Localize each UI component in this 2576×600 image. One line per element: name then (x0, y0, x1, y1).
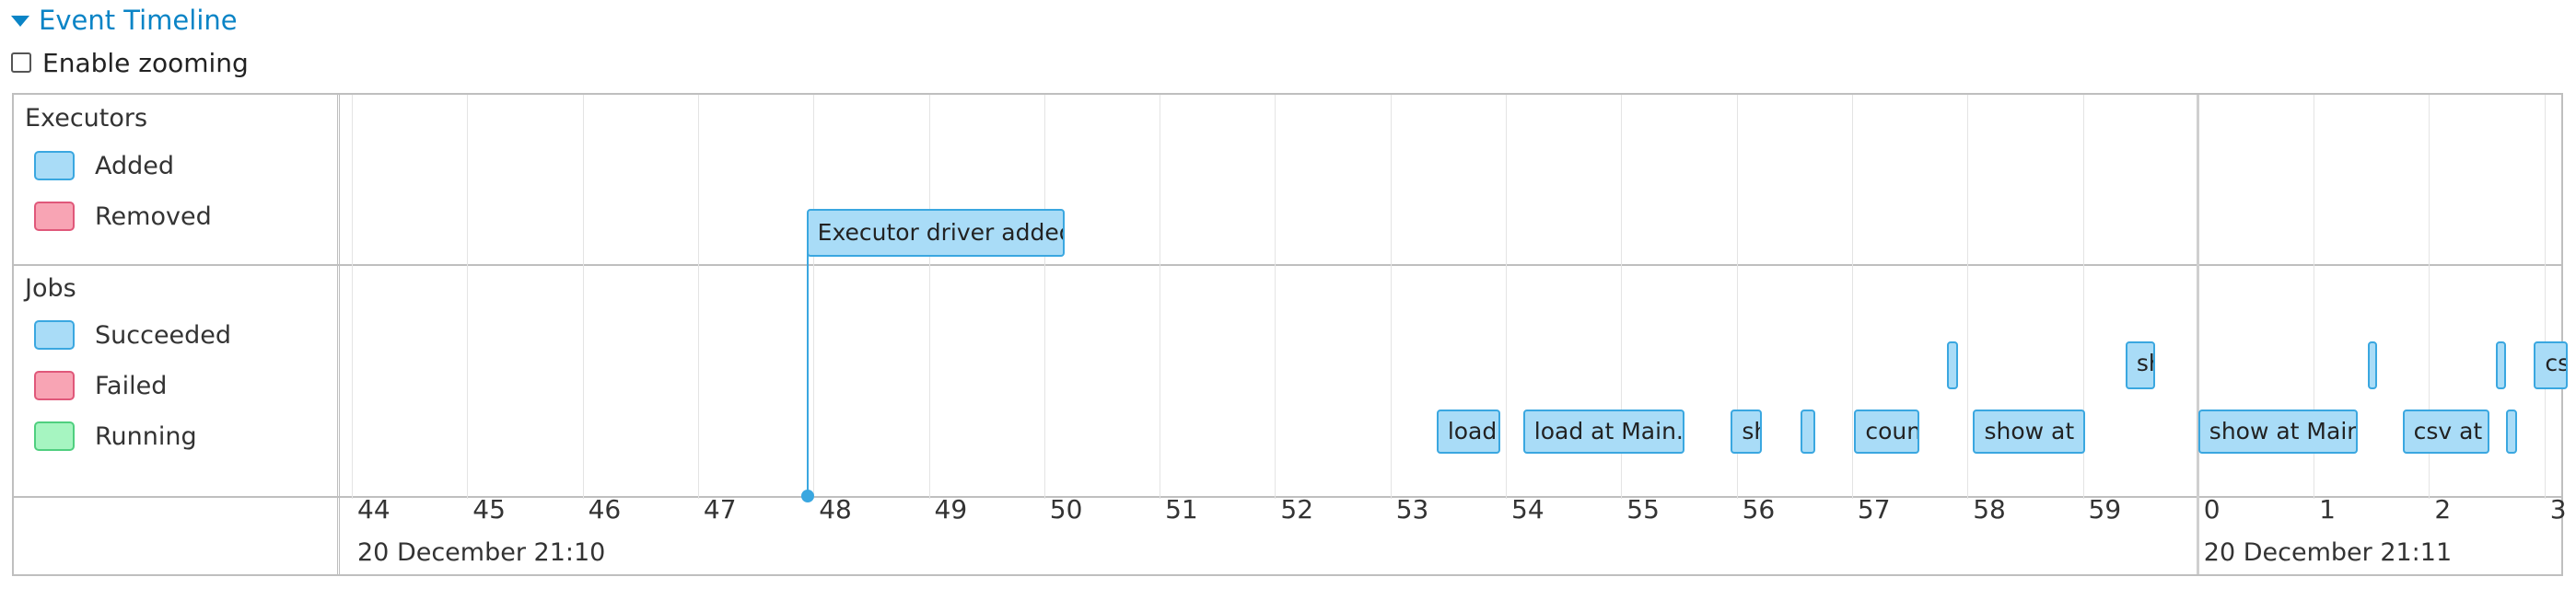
grid-line (2082, 95, 2084, 499)
grid-line (1851, 95, 1853, 499)
job-event-box[interactable]: show at Main.scala (1731, 410, 1763, 454)
axis-tick-label: 0 (2203, 494, 2220, 525)
grid-line (467, 95, 469, 499)
grid-line (813, 95, 815, 499)
timeline-chart[interactable]: Executors Added Removed Jobs Succeeded F… (12, 93, 2568, 576)
axis-tick-label: 51 (1165, 494, 1198, 525)
axis-tick-label: 55 (1626, 494, 1660, 525)
legend-swatch-removed (34, 202, 75, 231)
jobs-group-title: Jobs (25, 274, 76, 303)
legend-label: Failed (95, 371, 168, 400)
legend-column: Executors Added Removed Jobs Succeeded F… (14, 95, 340, 574)
grid-line (2196, 95, 2199, 574)
axis-tick-label: 48 (819, 494, 852, 525)
legend-swatch-failed (34, 371, 75, 400)
axis-separator (14, 496, 2561, 498)
axis-date-label: 20 December 21:11 (2203, 538, 2453, 567)
axis-tick-label: 57 (1857, 494, 1891, 525)
group-separator (14, 264, 2561, 266)
legend-swatch-running (34, 421, 75, 451)
axis-tick-label: 45 (472, 494, 506, 525)
grid-line (2429, 95, 2430, 499)
job-event-box[interactable] (2506, 410, 2517, 454)
axis-tick-label: 44 (357, 494, 390, 525)
executors-group-title: Executors (25, 104, 148, 133)
axis-tick-label: 2 (2434, 494, 2452, 525)
axis-tick-label: 49 (934, 494, 968, 525)
axis-tick-label: 50 (1049, 494, 1083, 525)
legend-label: Running (95, 421, 197, 451)
job-event-box[interactable]: load (1436, 410, 1500, 454)
legend-item-running: Running (34, 421, 197, 451)
grid-line (1621, 95, 1623, 499)
job-event-box[interactable]: count at Main.scala (1854, 410, 1919, 454)
grid-line (1043, 95, 1045, 499)
legend-swatch-added (34, 151, 75, 180)
grid-line (697, 95, 699, 499)
grid-line (582, 95, 584, 499)
enable-zooming-label: Enable zooming (42, 47, 249, 78)
job-event-box[interactable]: load at Main.scala (1522, 410, 1685, 454)
grid-line (1736, 95, 1738, 499)
timeline-plot-area[interactable]: 44 45 46 47 48 49 50 51 52 53 54 55 56 57 58 59 0 1 2 3 20 D… (342, 95, 2568, 574)
grid-line (352, 95, 353, 499)
job-event-box[interactable] (1946, 341, 1959, 389)
legend-item-removed: Removed (34, 202, 212, 231)
legend-label: Succeeded (95, 320, 232, 350)
grid-line (1506, 95, 1507, 499)
checkbox-icon[interactable] (11, 52, 31, 73)
job-event-box[interactable]: csv at Main.scala (2534, 341, 2568, 389)
job-event-box[interactable]: show at Main.scala (2197, 410, 2358, 454)
grid-line (1390, 95, 1392, 499)
legend-label: Removed (95, 202, 212, 231)
job-event-box[interactable]: csv at Main.scala (2402, 410, 2489, 454)
grid-line (2544, 95, 2546, 499)
legend-swatch-succeeded (34, 320, 75, 350)
axis-tick-label: 59 (2088, 494, 2122, 525)
axis-tick-label: 54 (1511, 494, 1544, 525)
axis-tick-label: 56 (1742, 494, 1776, 525)
legend-label: Added (95, 151, 175, 180)
axis-tick-label: 52 (1280, 494, 1314, 525)
job-event-box[interactable] (1800, 410, 1815, 454)
executor-event-dot[interactable] (800, 490, 814, 502)
grid-line (1967, 95, 1969, 499)
job-event-box[interactable] (2367, 341, 2377, 389)
axis-tick-label: 46 (588, 494, 622, 525)
executor-event-box[interactable]: Executor driver added (806, 209, 1065, 257)
axis-tick-label: 47 (703, 494, 737, 525)
section-title: Event Timeline (39, 5, 238, 36)
event-timeline-toggle[interactable]: Event Timeline (11, 2, 238, 39)
legend-item-failed: Failed (34, 371, 167, 400)
axis-tick-label: 58 (1973, 494, 2006, 525)
axis-tick-label: 1 (2319, 494, 2336, 525)
enable-zooming-checkbox[interactable]: Enable zooming (11, 44, 249, 81)
caret-down-icon (11, 16, 29, 27)
grid-line (1275, 95, 1276, 499)
grid-line (928, 95, 930, 499)
legend-item-succeeded: Succeeded (34, 320, 231, 350)
job-event-box[interactable]: show at Main.scala (1973, 410, 2085, 454)
job-event-box[interactable] (2496, 341, 2507, 389)
axis-tick-label: 3 (2549, 494, 2567, 525)
job-event-box[interactable]: show at Main.scala (2125, 341, 2156, 389)
axis-date-label: 20 December 21:10 (357, 538, 606, 567)
axis-tick-label: 53 (1395, 494, 1429, 525)
executor-event-line (806, 233, 809, 496)
legend-item-added: Added (34, 151, 174, 180)
